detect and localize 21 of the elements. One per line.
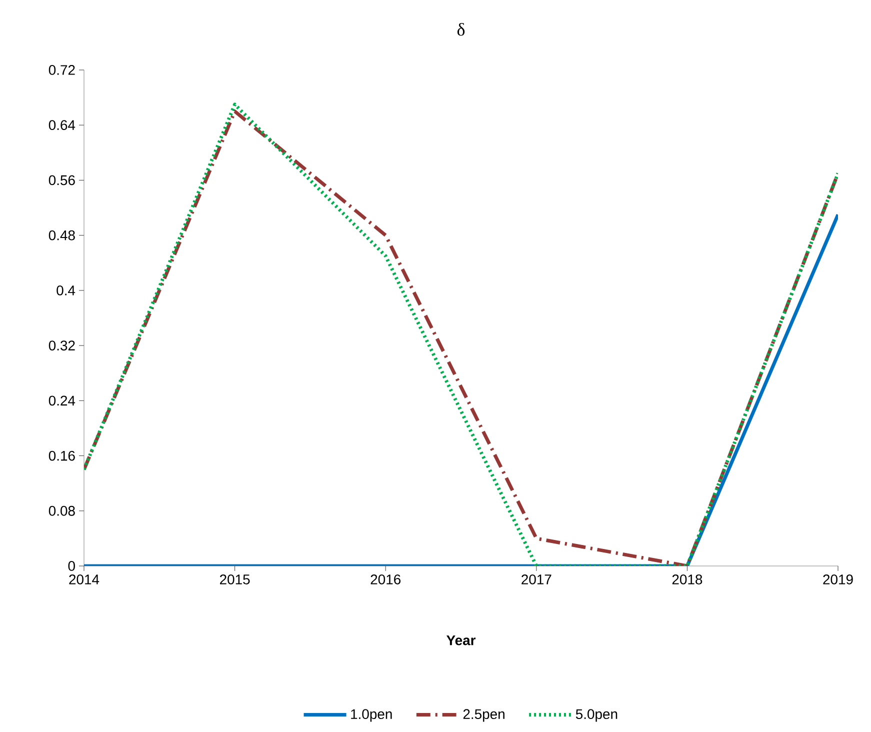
x-tick-label: 2015 — [220, 574, 250, 584]
legend-label: 2.5pen — [463, 709, 504, 722]
x-tick-label: 2017 — [522, 574, 552, 584]
chart-title: δ — [457, 22, 465, 36]
y-tick-label: 0.08 — [48, 506, 75, 516]
y-tick-label: 0.64 — [48, 120, 76, 130]
y-tick-label: 0.16 — [48, 450, 75, 461]
y-tick-label: 0.4 — [56, 285, 76, 296]
y-tick-label: 0.72 — [48, 65, 75, 75]
y-tick-label: 0.56 — [48, 175, 75, 186]
x-axis-title: Year — [446, 636, 476, 646]
x-tick-label: 2018 — [672, 574, 702, 584]
x-tick-label: 2019 — [823, 574, 853, 584]
x-tick-label: 2016 — [370, 574, 400, 584]
y-tick-label: 0 — [68, 561, 75, 571]
y-tick-label: 0.48 — [48, 230, 75, 240]
y-tick-label: 0.32 — [48, 340, 75, 350]
x-tick-label: 2014 — [69, 574, 100, 584]
legend-label: 5.0pen — [576, 709, 618, 722]
y-tick-label: 0.24 — [48, 396, 76, 406]
legend-label: 1.0pen — [351, 709, 392, 722]
